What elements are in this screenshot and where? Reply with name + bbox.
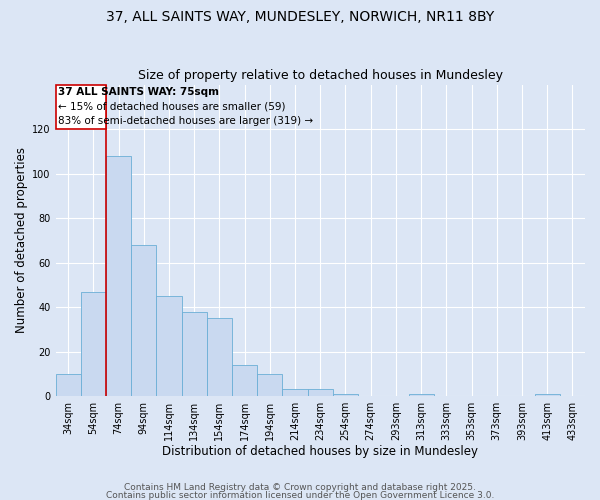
- Bar: [81, 292, 106, 396]
- Text: 83% of semi-detached houses are larger (319) →: 83% of semi-detached houses are larger (…: [58, 116, 313, 126]
- Bar: [56, 374, 81, 396]
- Text: ← 15% of detached houses are smaller (59): ← 15% of detached houses are smaller (59…: [58, 101, 286, 111]
- Bar: [207, 318, 232, 396]
- Text: Contains HM Land Registry data © Crown copyright and database right 2025.: Contains HM Land Registry data © Crown c…: [124, 484, 476, 492]
- Bar: [106, 156, 131, 396]
- Y-axis label: Number of detached properties: Number of detached properties: [15, 148, 28, 334]
- Bar: [182, 312, 207, 396]
- Title: Size of property relative to detached houses in Mundesley: Size of property relative to detached ho…: [138, 69, 503, 82]
- Bar: [56, 84, 106, 129]
- Text: 37 ALL SAINTS WAY: 75sqm: 37 ALL SAINTS WAY: 75sqm: [58, 87, 219, 97]
- Bar: [257, 374, 283, 396]
- Bar: [283, 390, 308, 396]
- Bar: [308, 390, 333, 396]
- Bar: [333, 394, 358, 396]
- Text: Contains public sector information licensed under the Open Government Licence 3.: Contains public sector information licen…: [106, 490, 494, 500]
- X-axis label: Distribution of detached houses by size in Mundesley: Distribution of detached houses by size …: [162, 444, 478, 458]
- Text: 37, ALL SAINTS WAY, MUNDESLEY, NORWICH, NR11 8BY: 37, ALL SAINTS WAY, MUNDESLEY, NORWICH, …: [106, 10, 494, 24]
- Bar: [232, 365, 257, 396]
- Bar: [409, 394, 434, 396]
- Bar: [131, 245, 157, 396]
- Bar: [535, 394, 560, 396]
- Bar: [157, 296, 182, 396]
